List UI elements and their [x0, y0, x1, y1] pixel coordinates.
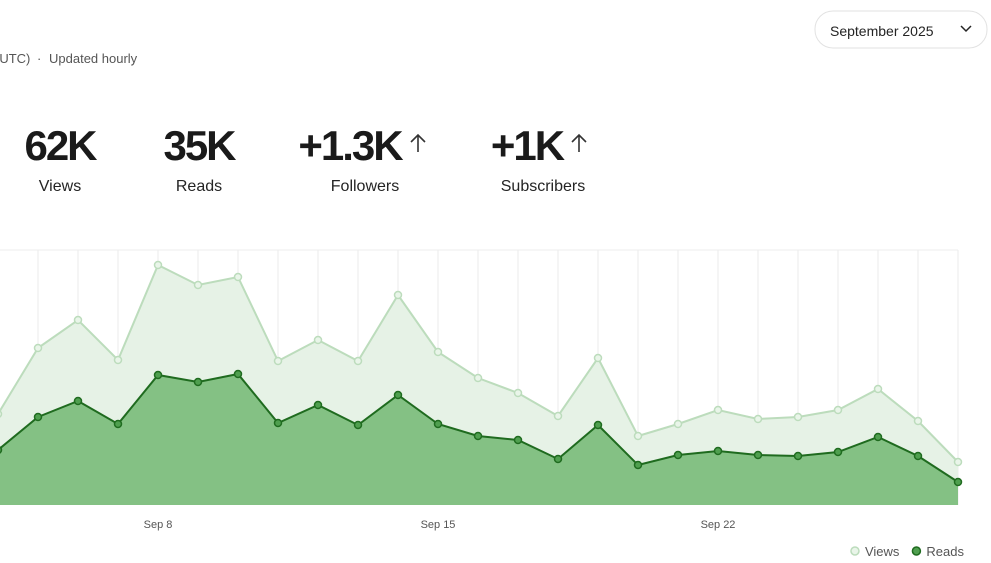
data-point [673, 419, 683, 429]
stat-label: Reads [176, 178, 222, 195]
data-point [273, 418, 283, 428]
data-point [593, 420, 603, 430]
data-point [793, 412, 803, 422]
data-point [0, 446, 3, 454]
data-point [953, 477, 963, 487]
data-point [633, 460, 643, 470]
data-point [833, 405, 843, 415]
stat-value: 62K [24, 122, 97, 169]
data-point [73, 396, 83, 406]
data-point [433, 419, 443, 429]
data-point [873, 432, 883, 442]
data-point [433, 347, 443, 357]
stat-label: Followers [331, 178, 399, 195]
legend-marker [911, 546, 922, 556]
legend-marker [850, 546, 860, 556]
x-tick-label: Sep 8 [144, 519, 173, 531]
stat-value: 35K [163, 122, 236, 169]
data-point [913, 451, 923, 461]
data-point [353, 356, 363, 366]
data-point [713, 446, 723, 456]
data-point [353, 420, 363, 430]
stat-value: +1K [491, 122, 565, 169]
data-point [553, 411, 563, 421]
legend-label: Views [865, 544, 900, 559]
data-point [793, 451, 803, 461]
data-point [193, 377, 203, 387]
data-point [393, 390, 403, 400]
data-point [273, 356, 283, 366]
data-point [113, 355, 123, 365]
data-point [753, 414, 763, 424]
up-arrow [571, 133, 587, 152]
x-tick-label: Sep 22 [701, 519, 736, 531]
data-point [633, 431, 643, 441]
data-point [673, 450, 683, 460]
data-point [913, 416, 923, 426]
data-point [833, 447, 843, 457]
data-point [513, 435, 523, 445]
data-point [153, 260, 163, 270]
data-point [233, 369, 243, 379]
stat-label: Subscribers [501, 178, 585, 195]
data-point [73, 315, 83, 325]
data-point [553, 454, 563, 464]
data-point [33, 343, 43, 353]
period-dropdown[interactable] [814, 10, 988, 49]
data-point [113, 419, 123, 429]
stat-value: +1.3K [298, 122, 403, 169]
timezone-note: (UTC) [0, 51, 30, 66]
data-point [153, 370, 163, 380]
data-point [473, 431, 483, 441]
legend-label: Reads [926, 544, 964, 559]
data-point [313, 335, 323, 345]
update-note: Updated hourly [49, 51, 138, 66]
period-label: September 2025 [830, 23, 934, 39]
data-point [193, 280, 203, 290]
data-point [313, 400, 323, 410]
data-point [873, 384, 883, 394]
data-point [473, 373, 483, 383]
data-point [513, 388, 523, 398]
stat-label: Views [39, 178, 81, 195]
data-point [713, 405, 723, 415]
data-point [33, 412, 43, 422]
data-point [753, 450, 763, 460]
separator: · [37, 51, 41, 66]
data-point [233, 272, 243, 282]
x-tick-label: Sep 15 [421, 519, 456, 531]
data-point [953, 457, 963, 467]
data-point [393, 290, 403, 300]
up-arrow [410, 133, 426, 152]
chevron-icon [960, 25, 972, 33]
data-point [593, 353, 603, 363]
data-point [0, 410, 3, 418]
